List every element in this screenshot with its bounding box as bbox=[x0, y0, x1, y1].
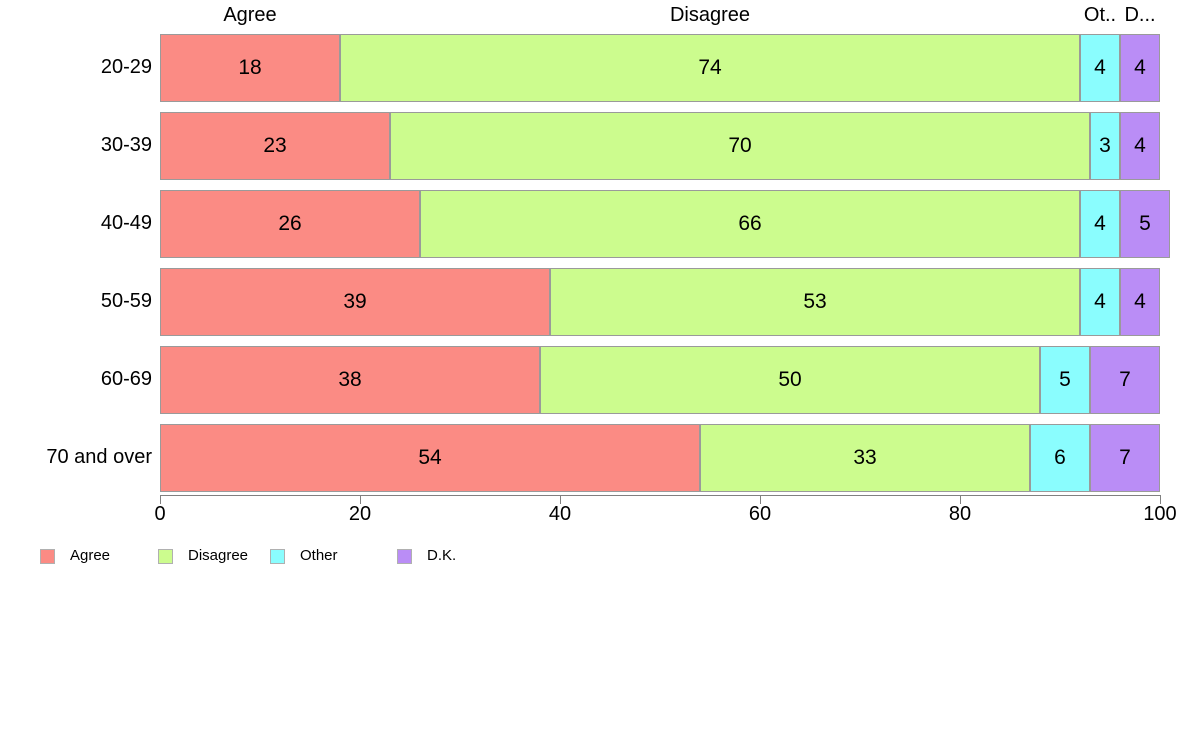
segment-value: 4 bbox=[1134, 56, 1146, 79]
segment-value: 18 bbox=[238, 56, 262, 79]
bar-row: 23 70 3 4 bbox=[160, 112, 1160, 180]
segment-value: 50 bbox=[778, 368, 802, 391]
legend-label: Agree bbox=[70, 547, 111, 564]
segment-value: 39 bbox=[343, 290, 367, 313]
category-label: 70 and over bbox=[46, 446, 152, 468]
segment-value: 4 bbox=[1094, 290, 1106, 313]
x-axis-tick bbox=[360, 495, 361, 504]
x-axis-tick bbox=[160, 495, 161, 504]
segment-value: 53 bbox=[803, 290, 827, 313]
bar-segment-agree: 26 bbox=[160, 190, 420, 258]
bar-segment-other: 6 bbox=[1030, 424, 1090, 492]
bar-segment-disagree: 66 bbox=[420, 190, 1080, 258]
bar-segment-dk: 7 bbox=[1090, 424, 1160, 492]
segment-value: 7 bbox=[1119, 368, 1131, 391]
legend-swatch bbox=[158, 549, 173, 564]
legend-label: D.K. bbox=[427, 547, 457, 564]
bar-segment-dk: 5 bbox=[1120, 190, 1170, 258]
segment-value: 70 bbox=[728, 134, 752, 157]
bar-segment-disagree: 53 bbox=[550, 268, 1080, 336]
category-label: 60-69 bbox=[100, 368, 152, 390]
x-axis-tick bbox=[760, 495, 761, 504]
segment-value: 66 bbox=[738, 212, 762, 235]
bar-segment-disagree: 50 bbox=[540, 346, 1040, 414]
bar-segment-other: 4 bbox=[1080, 268, 1120, 336]
bar-segment-agree: 18 bbox=[160, 34, 340, 102]
x-axis-tick bbox=[960, 495, 961, 504]
bar-segment-other: 4 bbox=[1080, 34, 1120, 102]
segment-value: 6 bbox=[1054, 446, 1066, 469]
x-axis-tick bbox=[1160, 495, 1161, 504]
bar-row: 39 53 4 4 bbox=[160, 268, 1160, 336]
x-axis-tick-label: 80 bbox=[948, 503, 972, 525]
legend-swatch bbox=[270, 549, 285, 564]
category-label: 50-59 bbox=[100, 290, 152, 312]
segment-value: 74 bbox=[698, 56, 722, 79]
bar-segment-disagree: 33 bbox=[700, 424, 1030, 492]
legend-label: Disagree bbox=[188, 547, 249, 564]
segment-value: 4 bbox=[1134, 290, 1146, 313]
x-axis-tick-label: 100 bbox=[1143, 503, 1177, 525]
x-axis-tick bbox=[560, 495, 561, 504]
legend-swatch bbox=[397, 549, 412, 564]
bar-row: 54 33 6 7 bbox=[160, 424, 1160, 492]
bar-segment-dk: 4 bbox=[1120, 112, 1160, 180]
segment-value: 7 bbox=[1119, 446, 1131, 469]
category-label: 40-49 bbox=[100, 212, 152, 234]
segment-value: 38 bbox=[338, 368, 362, 391]
bar-segment-other: 5 bbox=[1040, 346, 1090, 414]
bar-segment-agree: 39 bbox=[160, 268, 550, 336]
bar-segment-disagree: 74 bbox=[340, 34, 1080, 102]
segment-value: 54 bbox=[418, 446, 442, 469]
x-axis-tick-label: 40 bbox=[548, 503, 572, 525]
segment-value: 5 bbox=[1139, 212, 1151, 235]
column-header: Ot.. bbox=[1083, 4, 1117, 26]
segment-value: 3 bbox=[1099, 134, 1111, 157]
bar-segment-agree: 54 bbox=[160, 424, 700, 492]
segment-value: 4 bbox=[1094, 56, 1106, 79]
column-header: Agree bbox=[223, 4, 277, 26]
segment-value: 26 bbox=[278, 212, 302, 235]
bar-segment-dk: 4 bbox=[1120, 34, 1160, 102]
bar-row: 18 74 4 4 bbox=[160, 34, 1160, 102]
x-axis-line bbox=[160, 495, 1161, 496]
segment-value: 4 bbox=[1134, 134, 1146, 157]
segment-value: 33 bbox=[853, 446, 877, 469]
bar-segment-other: 4 bbox=[1080, 190, 1120, 258]
bar-row: 38 50 5 7 bbox=[160, 346, 1160, 414]
bar-segment-dk: 7 bbox=[1090, 346, 1160, 414]
column-header: D... bbox=[1124, 4, 1156, 26]
bar-segment-agree: 23 bbox=[160, 112, 390, 180]
segment-value: 5 bbox=[1059, 368, 1071, 391]
category-label: 20-29 bbox=[100, 56, 152, 78]
column-header: Disagree bbox=[669, 4, 751, 26]
bar-row: 26 66 4 5 bbox=[160, 190, 1170, 258]
bar-segment-disagree: 70 bbox=[390, 112, 1090, 180]
bar-segment-agree: 38 bbox=[160, 346, 540, 414]
legend-label: Other bbox=[300, 547, 338, 564]
legend-swatch bbox=[40, 549, 55, 564]
bar-segment-dk: 4 bbox=[1120, 268, 1160, 336]
segment-value: 4 bbox=[1094, 212, 1106, 235]
x-axis-tick-label: 60 bbox=[748, 503, 772, 525]
x-axis-tick-label: 20 bbox=[348, 503, 372, 525]
segment-value: 23 bbox=[263, 134, 287, 157]
bar-segment-other: 3 bbox=[1090, 112, 1120, 180]
x-axis-tick-label: 0 bbox=[154, 503, 166, 525]
category-label: 30-39 bbox=[100, 134, 152, 156]
legend: Agree Disagree Other D.K. bbox=[0, 546, 1188, 568]
